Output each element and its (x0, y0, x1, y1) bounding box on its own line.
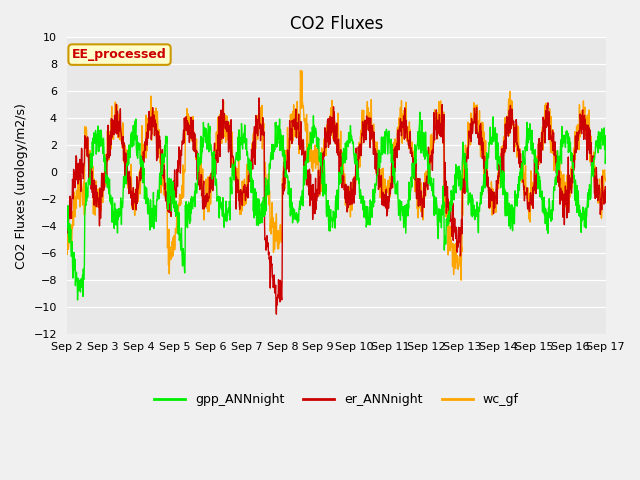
er_ANNnight (292, 132, 300, 138)
gpp_ANNnight (602, 155, 609, 160)
Line: gpp_ANNnight: gpp_ANNnight (67, 112, 605, 300)
Title: CO2 Fluxes: CO2 Fluxes (289, 15, 383, 33)
er_ANNnight (602, 187, 609, 192)
wc_gf (303, 159, 311, 165)
wc_gf (458, 277, 465, 283)
er_ANNnight (127, 174, 134, 180)
gpp_ANNnight (127, 132, 134, 138)
er_ANNnight (313, 187, 321, 192)
wc_gf (313, 154, 321, 160)
wc_gf (105, 147, 113, 153)
er_ANNnight (371, 140, 378, 146)
gpp_ANNnight (292, 211, 300, 216)
er_ANNnight (273, 311, 280, 317)
Line: wc_gf: wc_gf (67, 71, 605, 280)
gpp_ANNnight (370, 196, 378, 202)
gpp_ANNnight (313, 141, 321, 146)
wc_gf (602, 178, 609, 184)
gpp_ANNnight (74, 297, 81, 303)
er_ANNnight (105, 147, 113, 153)
er_ANNnight (255, 95, 263, 101)
wc_gf (127, 172, 134, 178)
wc_gf (296, 68, 304, 73)
Text: EE_processed: EE_processed (72, 48, 167, 61)
gpp_ANNnight (416, 109, 424, 115)
gpp_ANNnight (105, 191, 113, 197)
er_ANNnight (63, 218, 70, 224)
gpp_ANNnight (303, 160, 311, 166)
er_ANNnight (303, 170, 311, 176)
gpp_ANNnight (63, 228, 70, 233)
Line: er_ANNnight: er_ANNnight (67, 98, 605, 314)
Legend: gpp_ANNnight, er_ANNnight, wc_gf: gpp_ANNnight, er_ANNnight, wc_gf (148, 388, 524, 411)
wc_gf (292, 107, 300, 112)
wc_gf (63, 247, 70, 252)
Y-axis label: CO2 Fluxes (urology/m2/s): CO2 Fluxes (urology/m2/s) (15, 103, 28, 269)
wc_gf (370, 121, 378, 127)
